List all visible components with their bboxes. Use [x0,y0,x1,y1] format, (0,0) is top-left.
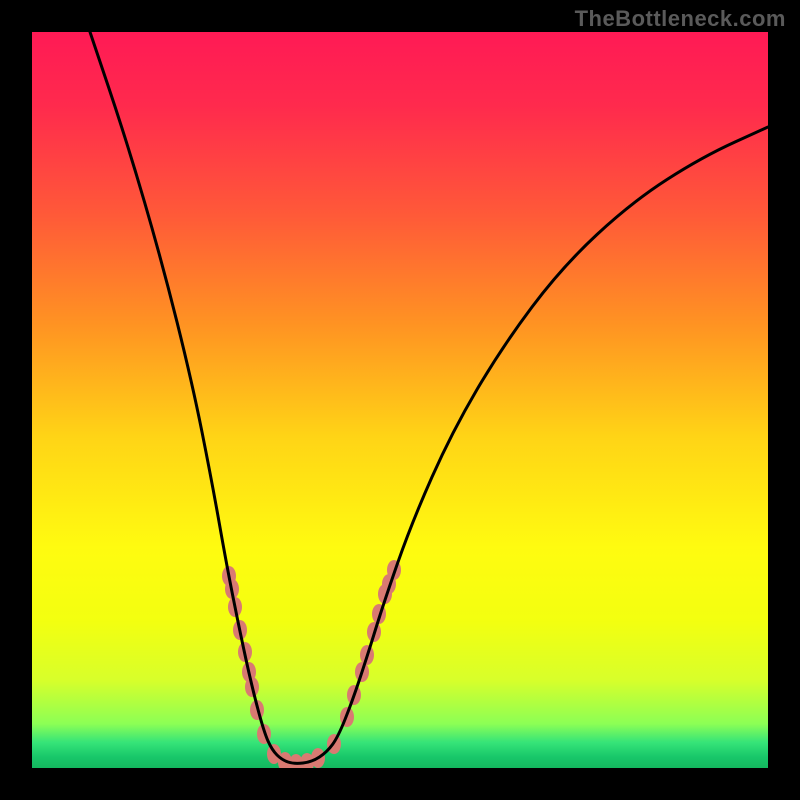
plot-background [32,32,768,768]
plot-svg [32,32,768,768]
watermark-text: TheBottleneck.com [575,6,786,32]
chart-frame: TheBottleneck.com [0,0,800,800]
